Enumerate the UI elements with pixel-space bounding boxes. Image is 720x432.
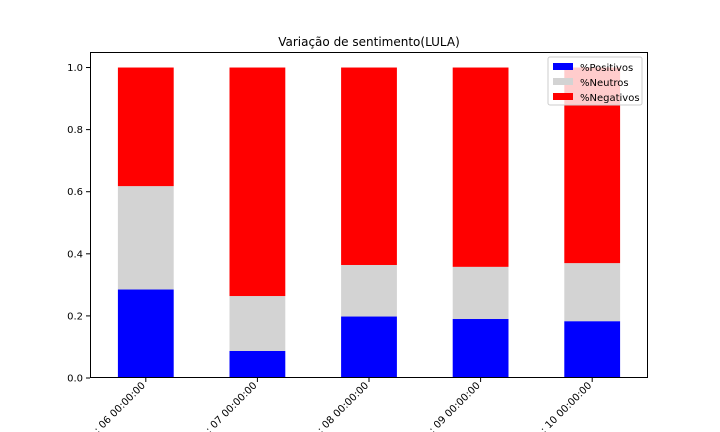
legend-label-3: %Negativos: [580, 93, 640, 104]
bar-2-series-2: [229, 296, 286, 351]
bar-1-series-2: [117, 186, 174, 290]
legend-swatch-2: [553, 78, 573, 85]
plot-frame: [90, 52, 648, 378]
y-tick-label: 0.8: [67, 125, 83, 136]
bar-1-series-1: [117, 289, 174, 378]
chart-title: Variação de sentimento(LULA): [278, 35, 460, 49]
x-axis: : 06 00:00:00 : 07 00:00:00 : 08 00:00:00:…: [93, 378, 594, 432]
y-tick-label: 0.0: [67, 374, 83, 385]
bar-4-series-3: [452, 67, 509, 267]
x-tick-label: : 08 00:00:00: [316, 380, 371, 432]
y-tick-label: 0.2: [67, 311, 83, 322]
legend-swatch-1: [553, 63, 573, 70]
bar-5-series-1: [564, 321, 621, 378]
x-tick-label: : 10 00:00:00: [539, 380, 594, 432]
legend: %Positivos %Neutros %Negativos: [547, 56, 643, 106]
bar-2-series-3: [229, 67, 286, 297]
legend-label-1: %Positivos: [580, 63, 633, 74]
y-axis: 0.0 0.2 0.4 0.6 0.8 1.0: [67, 63, 90, 385]
legend-label-2: %Neutros: [580, 78, 629, 89]
x-tick-label: : 09 00:00:00: [427, 380, 482, 432]
bar-3-series-3: [341, 67, 397, 265]
bar-4-series-1: [452, 319, 509, 378]
x-tick-label: : 07 00:00:00: [204, 380, 259, 432]
legend-swatch-3: [553, 93, 573, 100]
bar-3-series-1: [341, 316, 397, 378]
y-tick-label: 1.0: [67, 63, 83, 74]
bars-layer: [117, 67, 621, 378]
bar-2-series-1: [229, 350, 286, 378]
bar-4-series-2: [452, 266, 509, 320]
bar-5-series-2: [564, 263, 621, 322]
x-tick-label: : 06 00:00:00: [93, 380, 148, 432]
y-tick-label: 0.4: [67, 249, 83, 260]
y-tick-label: 0.6: [67, 187, 83, 198]
bar-3-series-2: [341, 264, 397, 317]
bar-1-series-3: [117, 67, 174, 187]
